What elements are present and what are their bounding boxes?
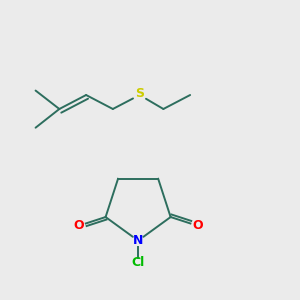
Text: N: N [133, 234, 143, 247]
Text: S: S [135, 87, 144, 100]
Text: O: O [74, 219, 84, 232]
Text: Cl: Cl [131, 256, 145, 269]
Text: O: O [192, 219, 202, 232]
